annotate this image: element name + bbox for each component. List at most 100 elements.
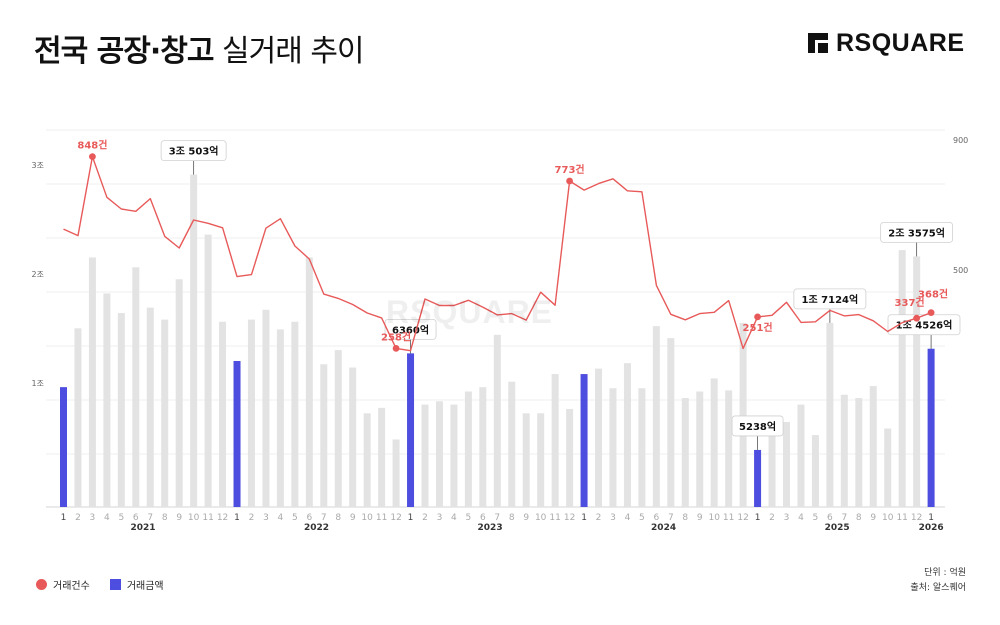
title-bold: 전국 공장·창고 [34, 34, 214, 69]
watermark: RSQUARE [386, 294, 554, 330]
x-tick-label: 1 [408, 513, 414, 523]
count-callout-label: 251건 [743, 321, 773, 334]
amount-bar [595, 368, 603, 507]
x-year-label: 2022 [304, 523, 329, 533]
rsquare-logo-icon [808, 33, 828, 53]
x-tick-label: 2 [75, 513, 81, 523]
x-tick-label: 4 [625, 513, 631, 523]
x-tick-label: 3 [437, 513, 443, 523]
count-point [754, 313, 761, 321]
x-tick-label: 8 [335, 513, 341, 523]
x-tick-label: 9 [523, 513, 529, 523]
count-point [392, 345, 400, 352]
amount-bar [725, 390, 733, 507]
count-callout-label: 258건 [381, 330, 411, 343]
amount-bar [219, 321, 227, 507]
amount-bar [435, 401, 443, 507]
x-tick-label: 9 [697, 513, 703, 523]
amount-bar [855, 398, 863, 507]
amount-bar [146, 307, 154, 507]
x-tick-label: 3 [263, 513, 269, 523]
x-tick-label: 7 [668, 513, 674, 523]
x-tick-label: 10 [882, 513, 894, 523]
amount-bar [175, 279, 183, 507]
amount-bar [768, 422, 776, 507]
x-tick-label: 11 [202, 513, 213, 523]
y-right-tick-label: 500 [953, 266, 968, 275]
amount-bar [551, 374, 559, 507]
amount-bar [623, 363, 631, 507]
amount-callout-label: 1조 4526억 [896, 320, 953, 332]
x-tick-label: 11 [723, 513, 734, 523]
count-point [566, 177, 573, 185]
amount-callout-label: 6360억 [392, 324, 429, 336]
brand-logo: RSQUARE [808, 29, 965, 57]
amount-bar [190, 174, 198, 507]
x-tick-label: 1 [61, 513, 67, 523]
count-callout-label: 773건 [555, 163, 585, 176]
amount-bar [537, 413, 545, 507]
x-tick-label: 11 [896, 513, 907, 523]
amount-bar [276, 329, 284, 507]
amount-bar [320, 364, 328, 507]
x-tick-label: 5 [639, 513, 645, 523]
logo-text: RSQUARE [836, 29, 965, 57]
amount-bar [334, 350, 342, 507]
x-tick-label: 3 [610, 513, 616, 523]
amount-bar [681, 398, 689, 507]
x-tick-label: 12 [564, 513, 575, 523]
amount-bar [508, 381, 516, 507]
x-tick-label: 6 [133, 513, 139, 523]
amount-bar [479, 387, 487, 507]
amount-bar [609, 388, 617, 507]
x-year-label: 2024 [651, 523, 676, 533]
amount-bar [117, 313, 125, 507]
x-year-label: 2025 [825, 523, 850, 533]
legend-count-swatch [36, 579, 47, 590]
x-tick-label: 3 [90, 513, 96, 523]
count-callout-label: 848건 [77, 139, 107, 152]
amount-bar [378, 407, 386, 507]
count-series-line [63, 155, 932, 352]
count-callout-label: 337건 [895, 296, 925, 309]
x-tick-label: 4 [451, 513, 457, 523]
x-tick-label: 8 [162, 513, 168, 523]
amount-bar [291, 321, 299, 507]
amount-bar [132, 267, 140, 507]
x-tick-label: 7 [841, 513, 847, 523]
legend-item-amount: 거래금액 [109, 577, 164, 592]
amount-callout-label: 2조 3575억 [888, 227, 945, 239]
amount-bar [363, 413, 371, 507]
x-tick-label: 4 [798, 513, 804, 523]
page-title: 전국 공장·창고 실거래 추이 [34, 26, 365, 70]
amount-bar [710, 378, 718, 507]
y-left-tick-label: 1조 [32, 379, 44, 388]
amount-bar [913, 256, 921, 507]
x-tick-label: 4 [278, 513, 284, 523]
x-tick-label: 2 [249, 513, 255, 523]
legend-amount-swatch [109, 579, 121, 590]
x-tick-label: 12 [217, 513, 228, 523]
x-tick-label: 1 [928, 513, 934, 523]
x-tick-label: 5 [118, 513, 124, 523]
x-tick-label: 2 [422, 513, 428, 523]
x-year-label: 2021 [130, 523, 155, 533]
amount-bar [566, 408, 574, 507]
amount-bar-highlight [407, 353, 415, 507]
unit-note: 단위 : 억원 [924, 568, 966, 578]
amount-bar [739, 322, 747, 507]
amount-bar [262, 309, 270, 507]
callout-box [384, 318, 437, 340]
x-year-label: 2023 [478, 523, 503, 533]
chart-legend: 거래건수 거래금액 [36, 577, 164, 592]
amount-bar [305, 257, 313, 507]
x-tick-label: 9 [870, 513, 876, 523]
x-tick-label: 11 [376, 513, 387, 523]
callout-box [793, 288, 867, 310]
amount-bar [811, 435, 819, 507]
amount-bar-highlight [233, 360, 241, 507]
amount-bar-highlight [927, 348, 935, 507]
amount-bar [450, 404, 458, 507]
x-tick-label: 12 [737, 513, 748, 523]
